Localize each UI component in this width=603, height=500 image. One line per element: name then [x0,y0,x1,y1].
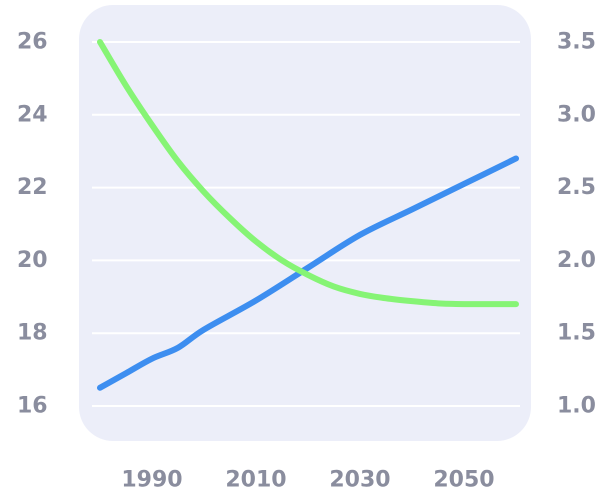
left-tick-label: 18 [17,321,48,346]
right-tick-label: 2.5 [557,175,596,200]
left-axis-ticks: 16 18 20 22 24 26 [17,30,48,419]
x-tick-label: 2010 [225,468,286,493]
left-tick-label: 20 [17,248,48,273]
left-tick-label: 24 [17,102,48,127]
right-tick-label: 3.0 [557,102,596,127]
series-lines [97,39,519,391]
plot-background [79,5,531,441]
grid-lines [92,41,520,407]
right-tick-label: 1.5 [557,321,596,346]
right-tick-label: 3.5 [557,30,596,55]
right-tick-label: 2.0 [557,248,596,273]
x-axis-ticks: 1990 2010 2030 2050 [121,468,494,493]
right-axis-ticks: 1.0 1.5 2.0 2.5 3.0 3.5 [557,30,596,419]
x-tick-label: 1990 [121,468,182,493]
x-tick-label: 2050 [433,468,494,493]
x-tick-label: 2030 [329,468,390,493]
series-line-left-axis [97,155,519,391]
left-tick-label: 26 [17,30,48,55]
series-line-right-axis [97,39,519,308]
left-tick-label: 16 [17,394,48,419]
right-tick-label: 1.0 [557,394,596,419]
left-tick-label: 22 [17,175,48,200]
